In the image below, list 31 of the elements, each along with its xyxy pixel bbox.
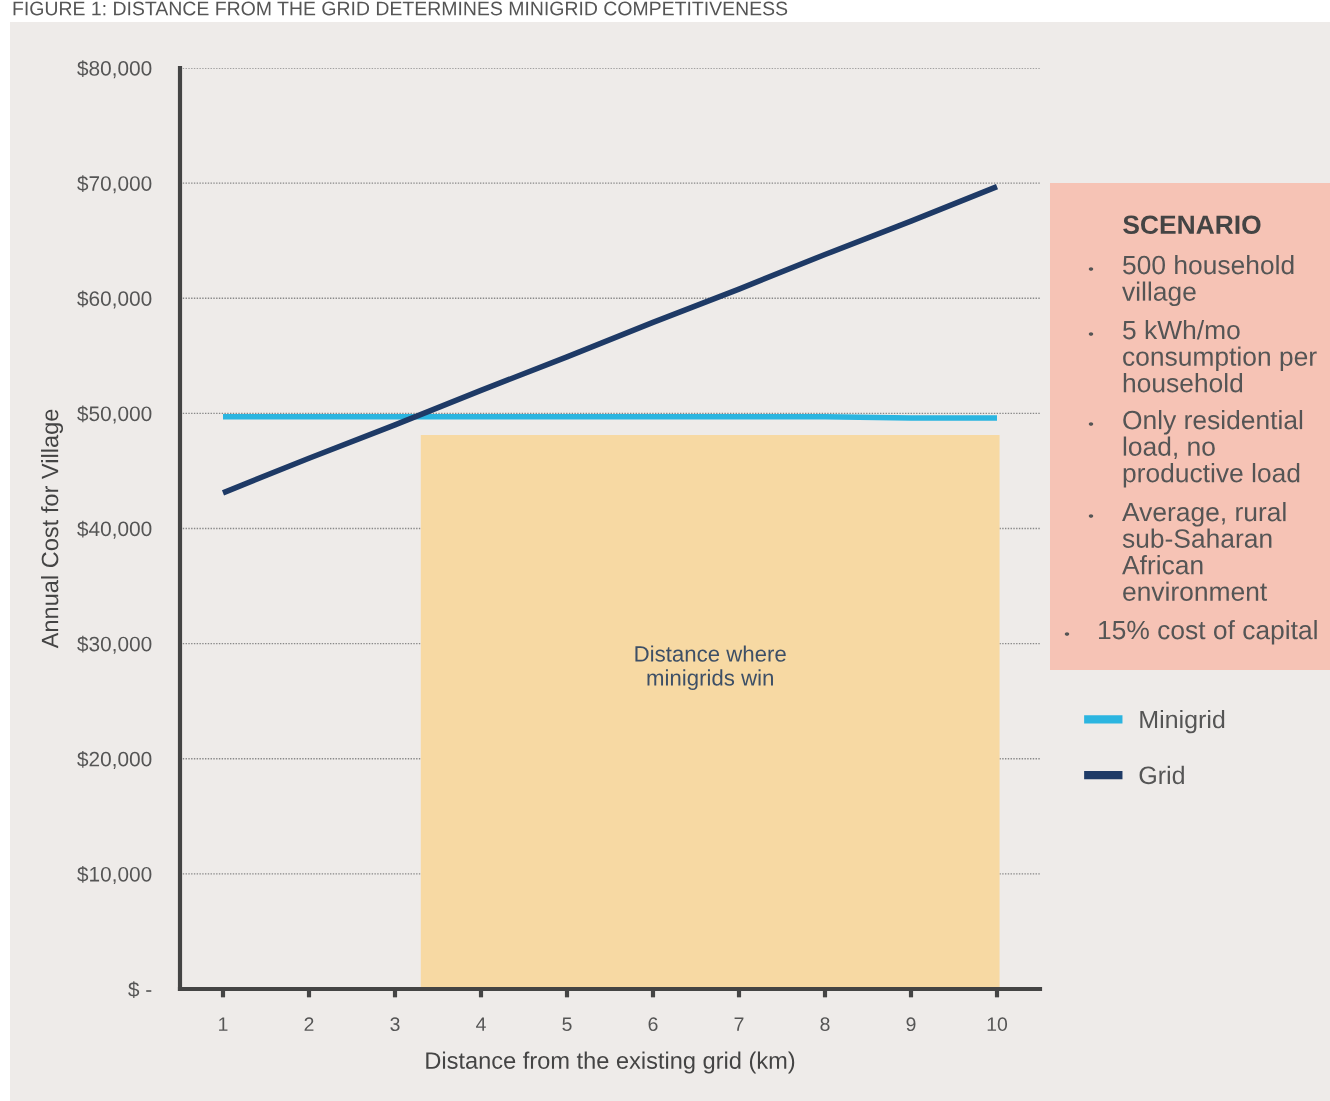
y-axis-title: Annual Cost for Village: [41, 409, 64, 649]
text: 500 household village: [1122, 255, 1294, 307]
x-tick-label: 3: [390, 1017, 400, 1032]
y-tick-label: $20,000: [77, 750, 152, 769]
y-tick-label: $40,000: [77, 520, 152, 539]
chart-title: FIGURE 1: DISTANCE FROM THE GRID DETERMINES MINIGRID COMPETITIVENESS: [13, 1, 788, 16]
y-tick-label: $80,000: [77, 60, 152, 79]
y-tick-label: $50,000: [77, 405, 152, 424]
x-tick-label: 10: [987, 1017, 1008, 1032]
x-tick-label: 1: [219, 1017, 228, 1031]
legend-label: Minigrid: [1140, 709, 1225, 734]
band-label: Distance where minigrids win: [635, 645, 786, 691]
legend-label: Grid: [1139, 765, 1184, 785]
y-tick-label: $70,000: [77, 175, 152, 194]
x-tick-label: 6: [648, 1017, 658, 1032]
x-axis-title: Distance from the existing grid (km): [426, 1051, 795, 1074]
x-tick-label: 2: [304, 1017, 314, 1031]
x-tick-label: 8: [820, 1017, 830, 1032]
y-tick-label: $60,000: [77, 290, 152, 309]
text: Only residential load, no productive load: [1123, 410, 1303, 488]
y-tick-label: $ -: [128, 981, 152, 998]
x-tick-label: 5: [562, 1017, 572, 1032]
text: 15% cost of capital: [1099, 620, 1317, 645]
text: 5 kWh/mo consumption per household: [1123, 320, 1317, 393]
text: SCENARIO: [1123, 215, 1261, 235]
text: Average, rural sub-Saharan African environment: [1122, 502, 1286, 601]
x-tick-label: 7: [734, 1017, 744, 1031]
y-tick-label: $30,000: [77, 635, 152, 654]
x-tick-label: 4: [476, 1017, 486, 1031]
x-tick-label: 9: [906, 1017, 916, 1032]
y-tick-label: $10,000: [77, 866, 152, 885]
